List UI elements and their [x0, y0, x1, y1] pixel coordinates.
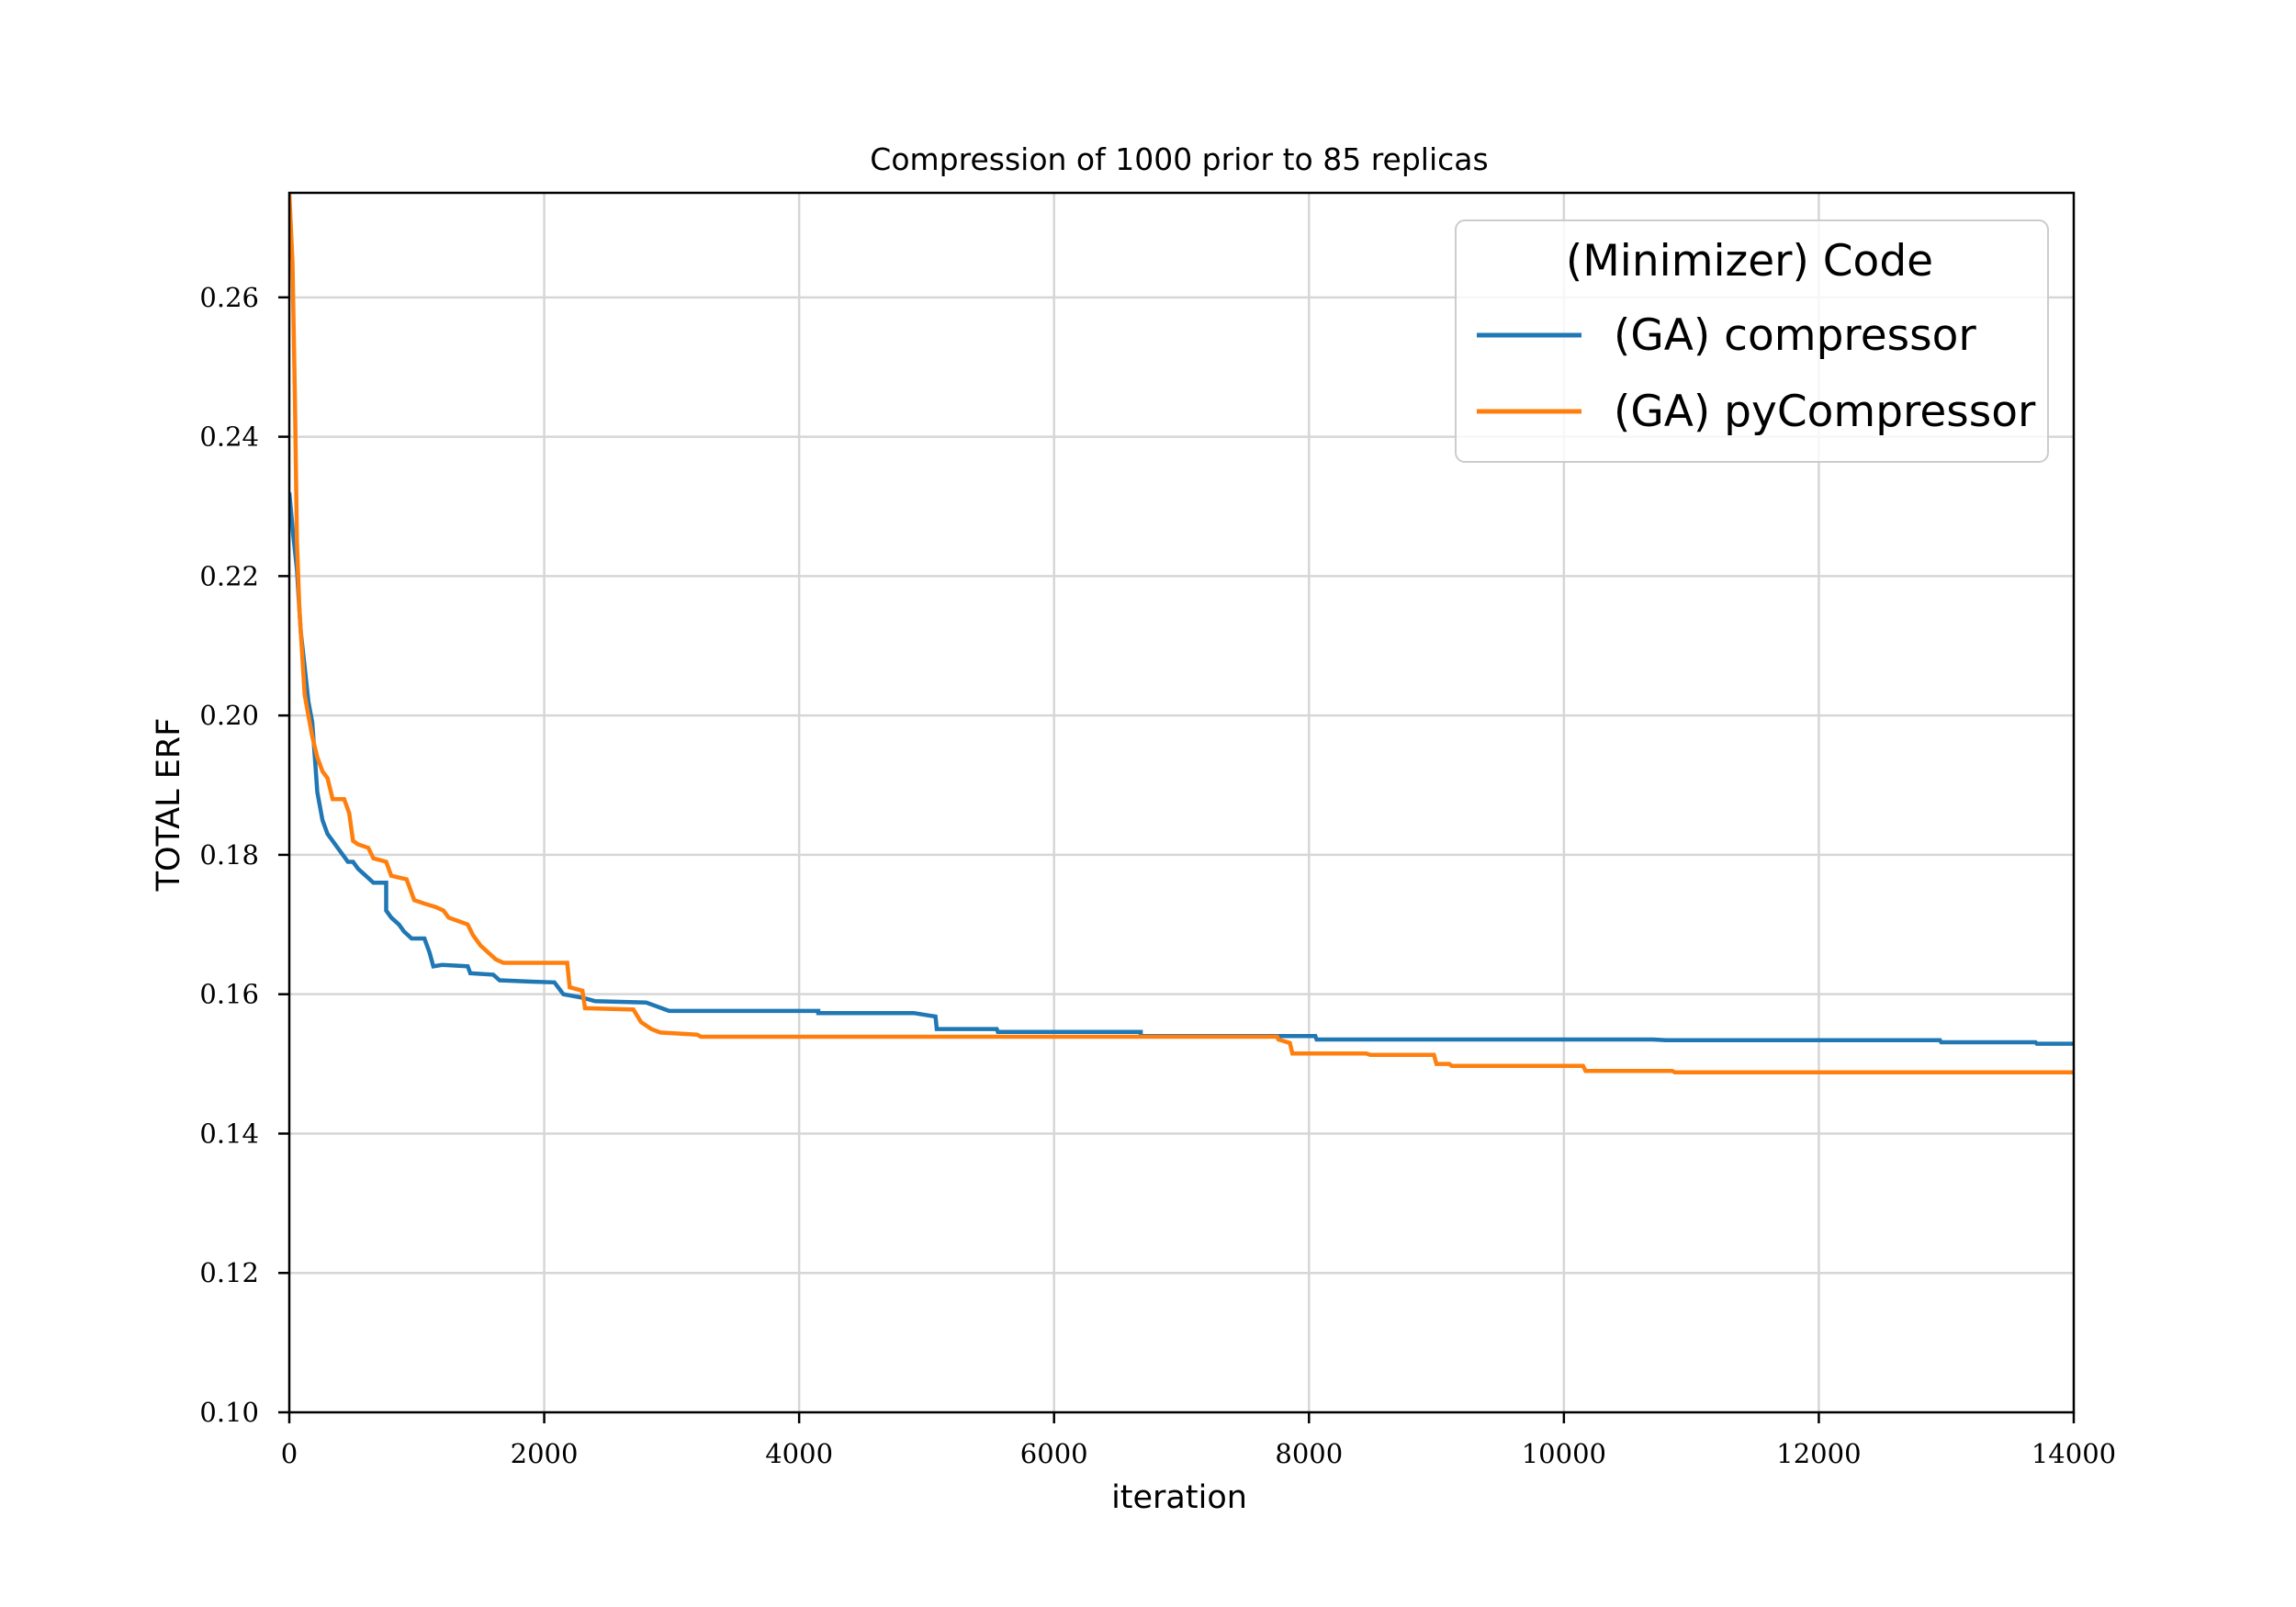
- legend: (Minimizer) Code (GA) compressor (GA) py…: [1455, 219, 2049, 463]
- y-axis-label: TOTAL ERF: [151, 718, 187, 893]
- y-tick-label: 0.26: [199, 282, 259, 313]
- x-tick-label: 2000: [511, 1438, 579, 1469]
- legend-label-pycompressor: (GA) pyCompressor: [1614, 387, 2036, 437]
- x-tick-label: 4000: [765, 1438, 833, 1469]
- y-tick-label: 0.14: [199, 1118, 259, 1149]
- y-tick-label: 0.16: [199, 979, 259, 1010]
- x-tick-label: 8000: [1275, 1438, 1343, 1469]
- legend-label-compressor: (GA) compressor: [1614, 310, 1976, 361]
- legend-title: (Minimizer) Code: [1566, 236, 1933, 287]
- y-tick-label: 0.20: [199, 700, 259, 731]
- x-axis-label: iteration: [1111, 1479, 1247, 1516]
- y-tick-label: 0.10: [199, 1397, 259, 1428]
- series-line-compressor: [289, 492, 2074, 1046]
- y-tick-label: 0.22: [199, 560, 259, 591]
- plot-frame: [287, 191, 2076, 1414]
- y-tick-label: 0.12: [199, 1257, 259, 1288]
- chart-title: Compression of 1000 prior to 85 replicas: [870, 141, 1488, 177]
- series-lines: [289, 193, 2074, 1074]
- series-line-pycompressor: [289, 193, 2074, 1074]
- x-tick-label: 6000: [1020, 1438, 1088, 1469]
- y-tick-label: 0.24: [199, 421, 259, 453]
- x-tick-label: 12000: [1776, 1438, 1861, 1469]
- x-tick-label: 10000: [1522, 1438, 1606, 1469]
- y-tick-label: 0.18: [199, 839, 259, 871]
- axes: 0 2000 4000 6000 8000 10000 12000 14000 0.10 0.12…: [199, 191, 2116, 1469]
- legend-box: [1455, 219, 2049, 463]
- grid-lines: [289, 193, 2074, 1412]
- x-tick-label: 14000: [2032, 1438, 2116, 1469]
- x-tick-label: 0: [281, 1438, 298, 1469]
